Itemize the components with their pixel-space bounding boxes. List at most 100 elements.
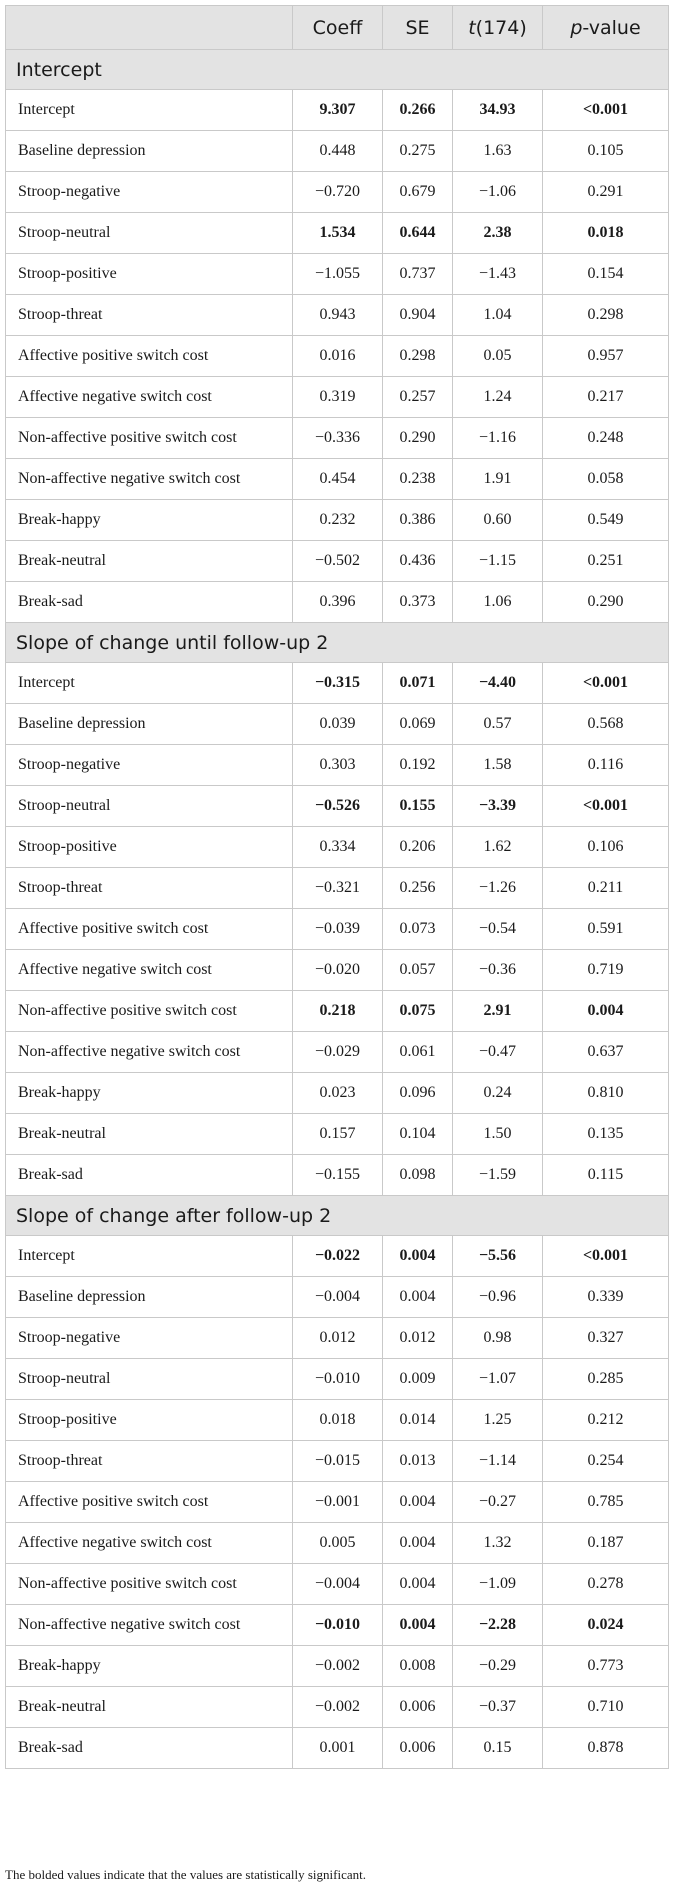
p-value-cell: 0.549 <box>542 499 669 541</box>
coeff-cell: −0.321 <box>292 867 383 909</box>
header-t-symbol: t <box>468 16 476 39</box>
t-cell: 1.04 <box>452 294 543 336</box>
se-cell: 0.013 <box>382 1440 453 1482</box>
t-cell: −0.29 <box>452 1645 543 1687</box>
row-label: Stroop-threat <box>5 867 293 909</box>
se-cell: 0.206 <box>382 826 453 868</box>
results-table-container: Coeff SE t(174) p-value Intercept Interce… <box>5 5 669 1769</box>
se-cell: 0.075 <box>382 990 453 1032</box>
se-cell: 0.009 <box>382 1358 453 1400</box>
coeff-cell: 0.157 <box>292 1113 383 1155</box>
row-label: Break-neutral <box>5 1686 293 1728</box>
t-cell: 0.98 <box>452 1317 543 1359</box>
header-se: SE <box>382 5 453 50</box>
table-row: Break-happy 0.023 0.096 0.24 0.810 <box>5 1072 669 1114</box>
table-row: Break-sad 0.396 0.373 1.06 0.290 <box>5 581 669 623</box>
coeff-cell: −0.720 <box>292 171 383 213</box>
row-label: Stroop-negative <box>5 171 293 213</box>
header-p-symbol: p <box>570 16 583 39</box>
p-value-cell: 0.217 <box>542 376 669 418</box>
t-cell: 1.58 <box>452 744 543 786</box>
row-label: Non-affective positive switch cost <box>5 417 293 459</box>
header-t: t(174) <box>452 5 543 50</box>
coeff-cell: 0.943 <box>292 294 383 336</box>
row-label: Stroop-neutral <box>5 785 293 827</box>
coeff-cell: −0.029 <box>292 1031 383 1073</box>
p-value-cell: 0.291 <box>542 171 669 213</box>
table-row: Affective positive switch cost 0.016 0.298… <box>5 335 669 377</box>
header-coeff-text: Coeff <box>312 16 363 39</box>
coeff-cell: 0.001 <box>292 1727 383 1769</box>
t-cell: 1.62 <box>452 826 543 868</box>
se-cell: 0.061 <box>382 1031 453 1073</box>
t-cell: −3.39 <box>452 785 543 827</box>
coeff-cell: −0.020 <box>292 949 383 991</box>
table-row: Stroop-threat 0.943 0.904 1.04 0.298 <box>5 294 669 336</box>
p-value-cell: 0.710 <box>542 1686 669 1728</box>
se-cell: 0.098 <box>382 1154 453 1196</box>
t-cell: −0.47 <box>452 1031 543 1073</box>
header-p-suffix: -value <box>582 16 641 39</box>
t-cell: −5.56 <box>452 1235 543 1277</box>
coeff-cell: −0.039 <box>292 908 383 950</box>
table-row: Non-affective negative switch cost −0.010… <box>5 1604 669 1646</box>
se-cell: 0.073 <box>382 908 453 950</box>
table-row: Baseline depression 0.448 0.275 1.63 0.105 <box>5 130 669 172</box>
p-value-cell: 0.285 <box>542 1358 669 1400</box>
t-cell: −0.27 <box>452 1481 543 1523</box>
header-row: Coeff SE t(174) p-value <box>5 5 669 50</box>
table-row: Affective positive switch cost −0.001 0.00… <box>5 1481 669 1523</box>
t-cell: −1.43 <box>452 253 543 295</box>
coeff-cell: −0.002 <box>292 1686 383 1728</box>
t-cell: 0.05 <box>452 335 543 377</box>
p-value-cell: 0.105 <box>542 130 669 172</box>
se-cell: 0.373 <box>382 581 453 623</box>
se-cell: 0.298 <box>382 335 453 377</box>
t-cell: −1.15 <box>452 540 543 582</box>
se-cell: 0.104 <box>382 1113 453 1155</box>
t-cell: 1.63 <box>452 130 543 172</box>
p-value-cell: 0.212 <box>542 1399 669 1441</box>
row-label: Non-affective positive switch cost <box>5 1563 293 1605</box>
se-cell: 0.069 <box>382 703 453 745</box>
row-label: Stroop-positive <box>5 826 293 868</box>
coeff-cell: 0.023 <box>292 1072 383 1114</box>
table-row: Affective positive switch cost −0.039 0.07… <box>5 908 669 950</box>
t-cell: −1.06 <box>452 171 543 213</box>
table-row: Non-affective positive switch cost −0.004… <box>5 1563 669 1605</box>
t-cell: −2.28 <box>452 1604 543 1646</box>
t-cell: −0.54 <box>452 908 543 950</box>
se-cell: 0.006 <box>382 1727 453 1769</box>
table-row: Stroop-positive −1.055 0.737 −1.43 0.154 <box>5 253 669 295</box>
p-value-cell: 0.058 <box>542 458 669 500</box>
t-cell: −1.14 <box>452 1440 543 1482</box>
coeff-cell: 0.012 <box>292 1317 383 1359</box>
se-cell: 0.904 <box>382 294 453 336</box>
header-label-column <box>5 5 293 50</box>
table-row: Intercept 9.307 0.266 34.93 <0.001 <box>5 89 669 131</box>
se-cell: 0.071 <box>382 662 453 704</box>
coeff-cell: −0.336 <box>292 417 383 459</box>
row-label: Stroop-threat <box>5 294 293 336</box>
section-header-row: Slope of change after follow-up 2 <box>5 1195 669 1236</box>
p-value-cell: 0.024 <box>542 1604 669 1646</box>
se-cell: 0.014 <box>382 1399 453 1441</box>
table-row: Stroop-positive 0.334 0.206 1.62 0.106 <box>5 826 669 868</box>
t-cell: 1.91 <box>452 458 543 500</box>
table-row: Break-sad −0.155 0.098 −1.59 0.115 <box>5 1154 669 1196</box>
se-cell: 0.004 <box>382 1235 453 1277</box>
row-label: Intercept <box>5 662 293 704</box>
coeff-cell: −0.015 <box>292 1440 383 1482</box>
coeff-cell: −0.010 <box>292 1358 383 1400</box>
table-row: Baseline depression 0.039 0.069 0.57 0.568 <box>5 703 669 745</box>
coeff-cell: −0.315 <box>292 662 383 704</box>
se-cell: 0.679 <box>382 171 453 213</box>
p-value-cell: 0.878 <box>542 1727 669 1769</box>
table-row: Non-affective positive switch cost 0.218 0… <box>5 990 669 1032</box>
p-value-cell: 0.251 <box>542 540 669 582</box>
coeff-cell: −0.155 <box>292 1154 383 1196</box>
table-row: Stroop-negative 0.012 0.012 0.98 0.327 <box>5 1317 669 1359</box>
t-cell: −1.07 <box>452 1358 543 1400</box>
se-cell: 0.057 <box>382 949 453 991</box>
row-label: Affective negative switch cost <box>5 376 293 418</box>
